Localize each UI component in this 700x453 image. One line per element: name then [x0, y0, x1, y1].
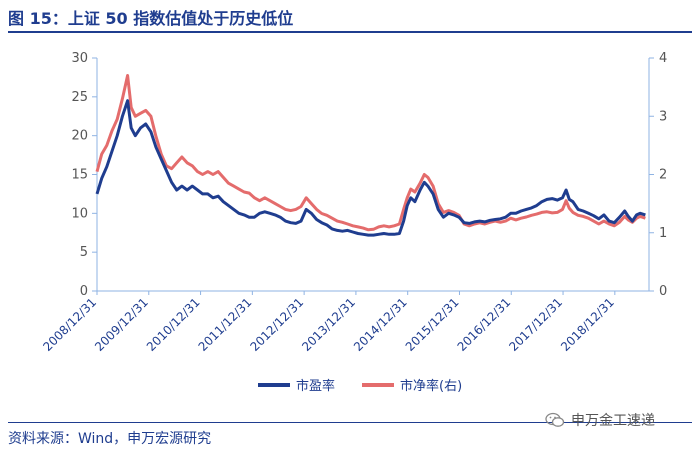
x-tick-label: 2013/12/31 — [299, 295, 358, 354]
y-left-tick-label: 5 — [80, 245, 88, 260]
y-right-tick-label: 2 — [659, 168, 667, 183]
legend-label-pb: 市净率(右) — [400, 378, 462, 394]
x-tick-label: 2017/12/31 — [506, 295, 565, 354]
y-left-tick-label: 30 — [71, 51, 88, 66]
y-left-tick-label: 20 — [71, 129, 88, 144]
y-right-tick-label: 1 — [659, 226, 667, 241]
x-tick-label: 2009/12/31 — [92, 295, 151, 354]
footer-rule — [8, 422, 692, 423]
watermark-text: 申万金工速递 — [571, 413, 655, 429]
x-tick-label: 2014/12/31 — [351, 295, 410, 354]
x-tick-label: 2016/12/31 — [455, 295, 514, 354]
series-line-pe — [95, 99, 646, 237]
source-note: 资料来源：Wind，申万宏源研究 — [8, 431, 212, 447]
watermark: 申万金工速递 — [545, 410, 655, 430]
y-right-tick-label: 4 — [659, 51, 667, 66]
page-title: 图 15：上证 50 指数估值处于历史低位 — [8, 9, 294, 28]
valuation-chart: 051015202530012342008/12/312009/12/31201… — [40, 51, 667, 394]
chart-legend: 市盈率 市净率(右) — [258, 378, 462, 394]
legend-label-pe: 市盈率 — [296, 378, 335, 394]
x-tick-label: 2015/12/31 — [403, 295, 462, 354]
wechat-icon — [545, 412, 565, 427]
x-tick-label: 2012/12/31 — [247, 295, 306, 354]
y-left-tick-label: 25 — [71, 90, 88, 105]
x-tick-label: 2008/12/31 — [40, 295, 99, 354]
chart-series — [95, 74, 646, 237]
y-left-tick-label: 10 — [71, 206, 88, 221]
series-line-pb — [95, 74, 646, 232]
x-tick-label: 2011/12/31 — [196, 295, 255, 354]
x-tick-label: 2010/12/31 — [144, 295, 203, 354]
y-right-tick-label: 0 — [659, 284, 667, 299]
title-rule — [8, 31, 692, 33]
y-left-tick-label: 0 — [80, 284, 88, 299]
y-left-tick-label: 15 — [71, 168, 88, 183]
y-right-tick-label: 3 — [659, 109, 667, 124]
x-tick-label: 2018/12/31 — [558, 295, 617, 354]
